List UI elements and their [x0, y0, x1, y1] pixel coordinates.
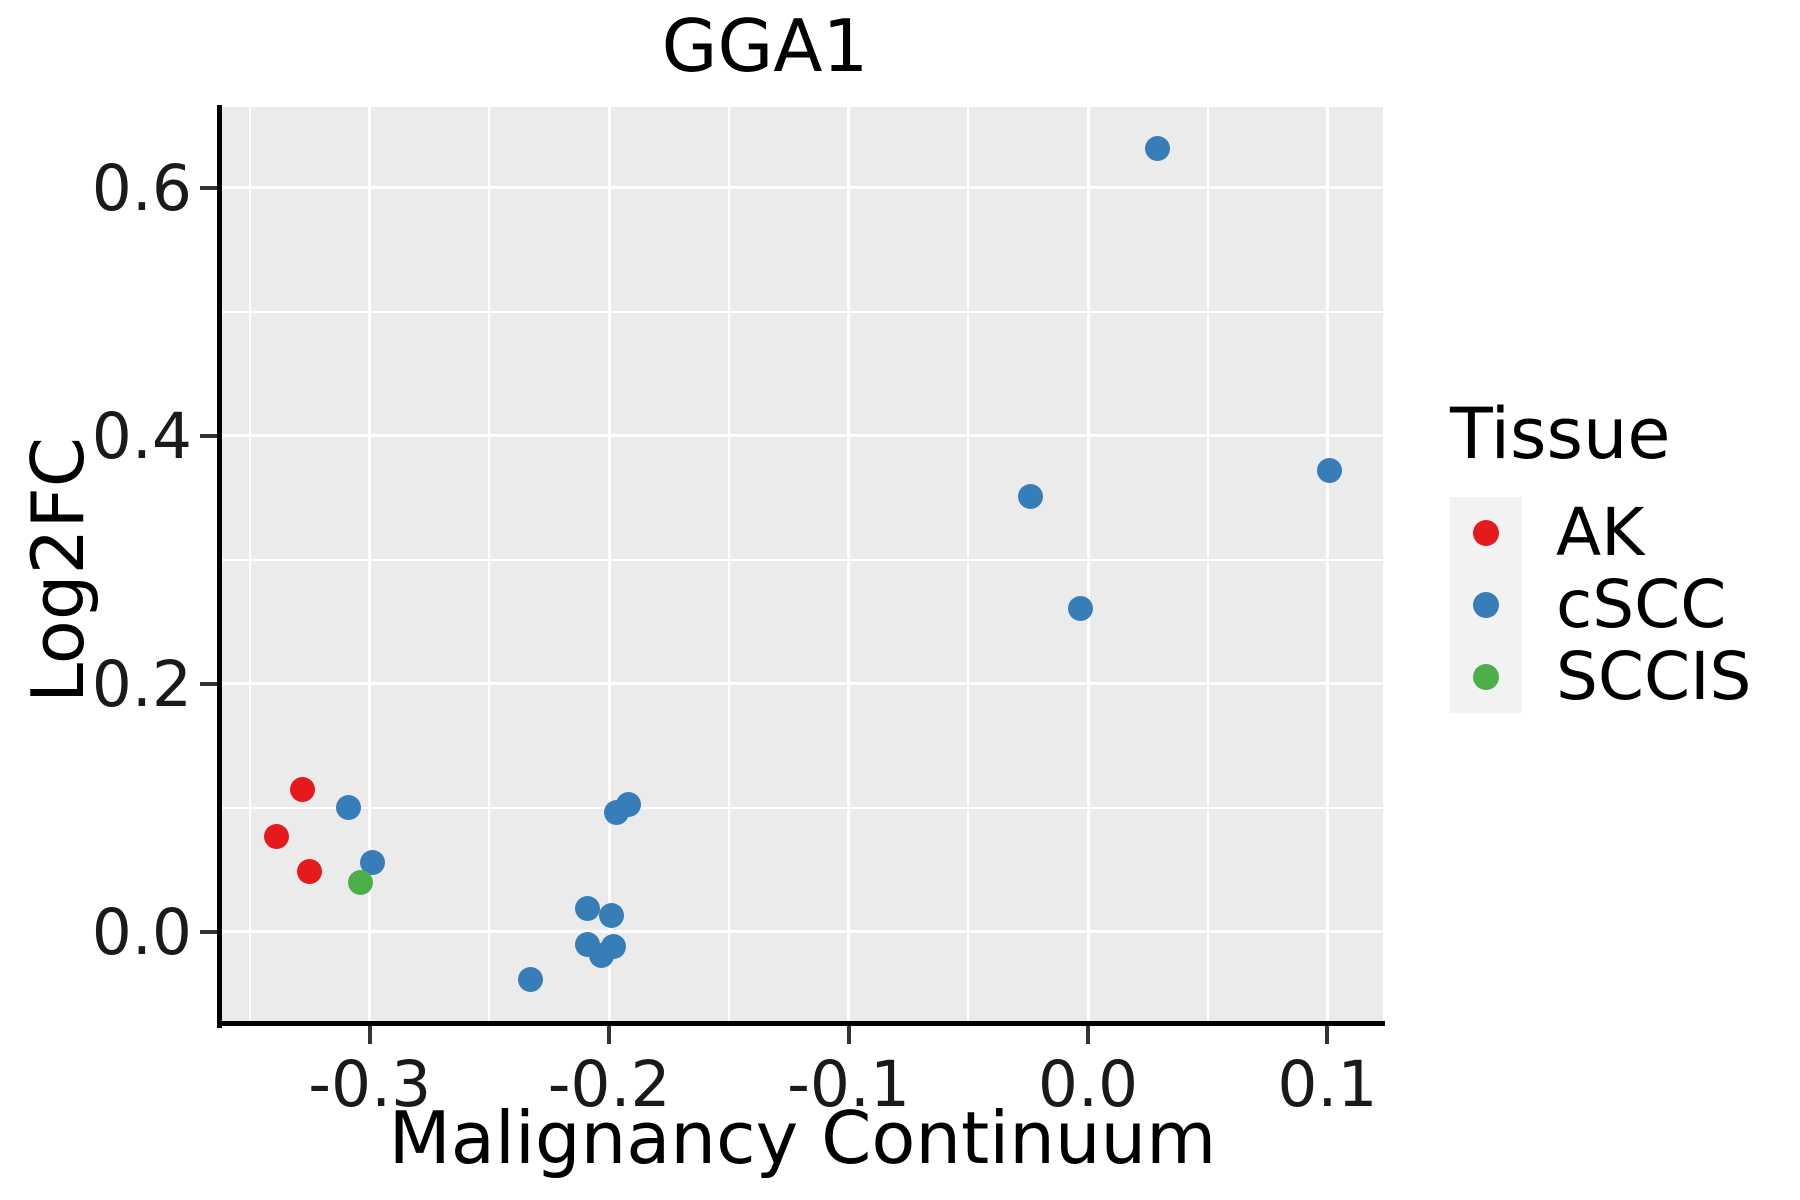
y-tick-label: 0.2 [91, 647, 192, 721]
minor-gridline-x [727, 107, 730, 1021]
x-tick-mark [1325, 1026, 1330, 1044]
legend-key [1450, 641, 1522, 713]
y-axis-title: Log2FC [16, 436, 100, 704]
y-tick-mark [200, 433, 217, 438]
legend-entry-cscc: cSCC [1450, 569, 1751, 641]
major-gridline-y [222, 434, 1383, 438]
legend-label: AK [1556, 494, 1645, 571]
minor-gridline-x [249, 107, 251, 1021]
legend-entry-sccis: SCCIS [1450, 641, 1751, 713]
x-tick-label: 0.1 [1277, 1048, 1378, 1121]
data-point-cscc [599, 903, 625, 929]
legend: Tissue AK cSCC SCCIS [1450, 395, 1751, 713]
data-point-cscc [517, 966, 543, 992]
major-gridline-y [222, 930, 1383, 934]
minor-gridline-y [222, 558, 1383, 561]
data-point-cscc [601, 934, 627, 960]
legend-entries: AK cSCC SCCIS [1450, 497, 1751, 713]
y-tick-mark [200, 185, 217, 190]
x-tick-mark [1086, 1026, 1091, 1044]
x-tick-mark [607, 1026, 612, 1044]
data-point-cscc [1317, 458, 1343, 484]
major-gridline-x [1086, 107, 1090, 1021]
y-tick-mark [200, 681, 217, 686]
plot-panel [222, 107, 1383, 1021]
legend-key [1450, 497, 1522, 569]
minor-gridline-x [488, 107, 491, 1021]
legend-dot-ak-icon [1473, 520, 1499, 546]
minor-gridline-y [222, 806, 1383, 809]
major-gridline-x [368, 107, 372, 1021]
plot-title: GGA1 [661, 4, 869, 88]
data-point-sccis [347, 869, 373, 895]
x-tick-label: -0.3 [308, 1048, 432, 1121]
data-point-ak [263, 823, 289, 849]
x-tick-label: 0.0 [1037, 1048, 1139, 1121]
x-tick-mark [846, 1026, 851, 1044]
legend-entry-ak: AK [1450, 497, 1751, 569]
y-tick-mark [200, 929, 217, 934]
legend-dot-sccis-icon [1473, 664, 1499, 690]
data-point-cscc [335, 795, 361, 821]
major-gridline-x [607, 107, 611, 1021]
y-tick-label: 0.6 [91, 151, 192, 225]
data-point-ak [290, 776, 316, 802]
minor-gridline-x [967, 107, 970, 1021]
data-point-cscc [1018, 484, 1044, 510]
legend-label: SCCIS [1556, 638, 1752, 715]
legend-title: Tissue [1450, 393, 1671, 475]
x-axis-title: Malignancy Continuum [388, 1096, 1217, 1180]
data-point-ak [297, 858, 323, 884]
major-gridline-y [222, 682, 1383, 686]
x-tick-mark [367, 1026, 372, 1044]
major-gridline-x [847, 107, 851, 1021]
minor-gridline-y [222, 310, 1383, 313]
major-gridline-x [1325, 107, 1329, 1021]
legend-dot-cscc-icon [1473, 592, 1499, 618]
y-axis-line [217, 105, 222, 1028]
x-axis-line [217, 1021, 1385, 1026]
y-tick-label: 0.4 [91, 399, 192, 473]
x-tick-label: -0.1 [787, 1048, 911, 1121]
legend-key [1450, 569, 1522, 641]
data-point-cscc [615, 791, 641, 817]
data-point-cscc [575, 895, 601, 921]
x-tick-label: -0.2 [547, 1048, 671, 1121]
major-gridline-y [222, 186, 1383, 190]
data-point-cscc [1144, 135, 1170, 161]
legend-label: cSCC [1556, 566, 1727, 643]
data-point-cscc [1068, 595, 1094, 621]
minor-gridline-x [1206, 107, 1209, 1021]
y-tick-label: 0.0 [91, 895, 192, 969]
